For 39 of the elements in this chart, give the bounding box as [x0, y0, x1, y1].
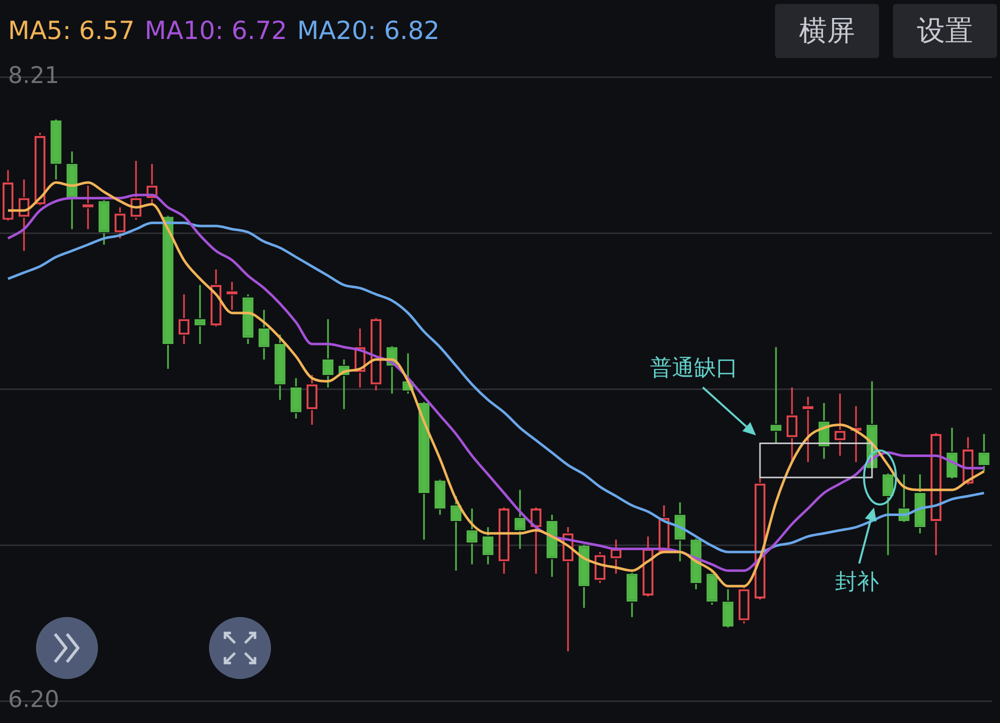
- candlestick: [930, 432, 942, 556]
- candlestick: [162, 214, 174, 370]
- text: MA20: 6.82: [297, 16, 440, 45]
- settings-button[interactable]: 设置: [893, 4, 997, 58]
- candlestick: [210, 268, 222, 328]
- candlestick: [66, 150, 78, 230]
- candlestick: [418, 401, 430, 540]
- candlestick: [882, 472, 894, 556]
- candlestick: [626, 572, 638, 618]
- candlestick: [258, 309, 270, 360]
- text: MA10: 6.72: [144, 16, 288, 45]
- candlestick: [530, 506, 542, 575]
- candlestick: [306, 374, 318, 426]
- annotation: 普通缺口: [650, 355, 738, 384]
- candlestick: [770, 346, 782, 444]
- candlestick: [290, 377, 302, 420]
- y-tick-label: 8.21: [8, 62, 60, 89]
- candlestick: [546, 514, 558, 578]
- candlestick: [50, 118, 62, 180]
- candlestick: [722, 588, 734, 628]
- candlestick: [242, 294, 254, 345]
- landscape-button[interactable]: 横屏: [775, 4, 879, 58]
- candlestick: [578, 544, 590, 609]
- candlestick: [2, 169, 14, 222]
- candlestick: [786, 386, 798, 463]
- candlestick: [370, 317, 382, 392]
- candlestick: [914, 474, 926, 534]
- candlestick: [194, 284, 206, 345]
- candlestick: [482, 526, 494, 566]
- candlestick: [498, 506, 510, 575]
- candlestick: [98, 199, 110, 246]
- text: MA5: 6.57: [8, 16, 135, 45]
- candlestick: [434, 478, 446, 516]
- candlestick: [34, 132, 46, 206]
- candlestick: [274, 334, 286, 401]
- annotation: 封补: [835, 569, 879, 598]
- candlestick: [114, 206, 126, 240]
- candlestick: [642, 536, 654, 598]
- y-tick-label: 6.20: [8, 686, 60, 713]
